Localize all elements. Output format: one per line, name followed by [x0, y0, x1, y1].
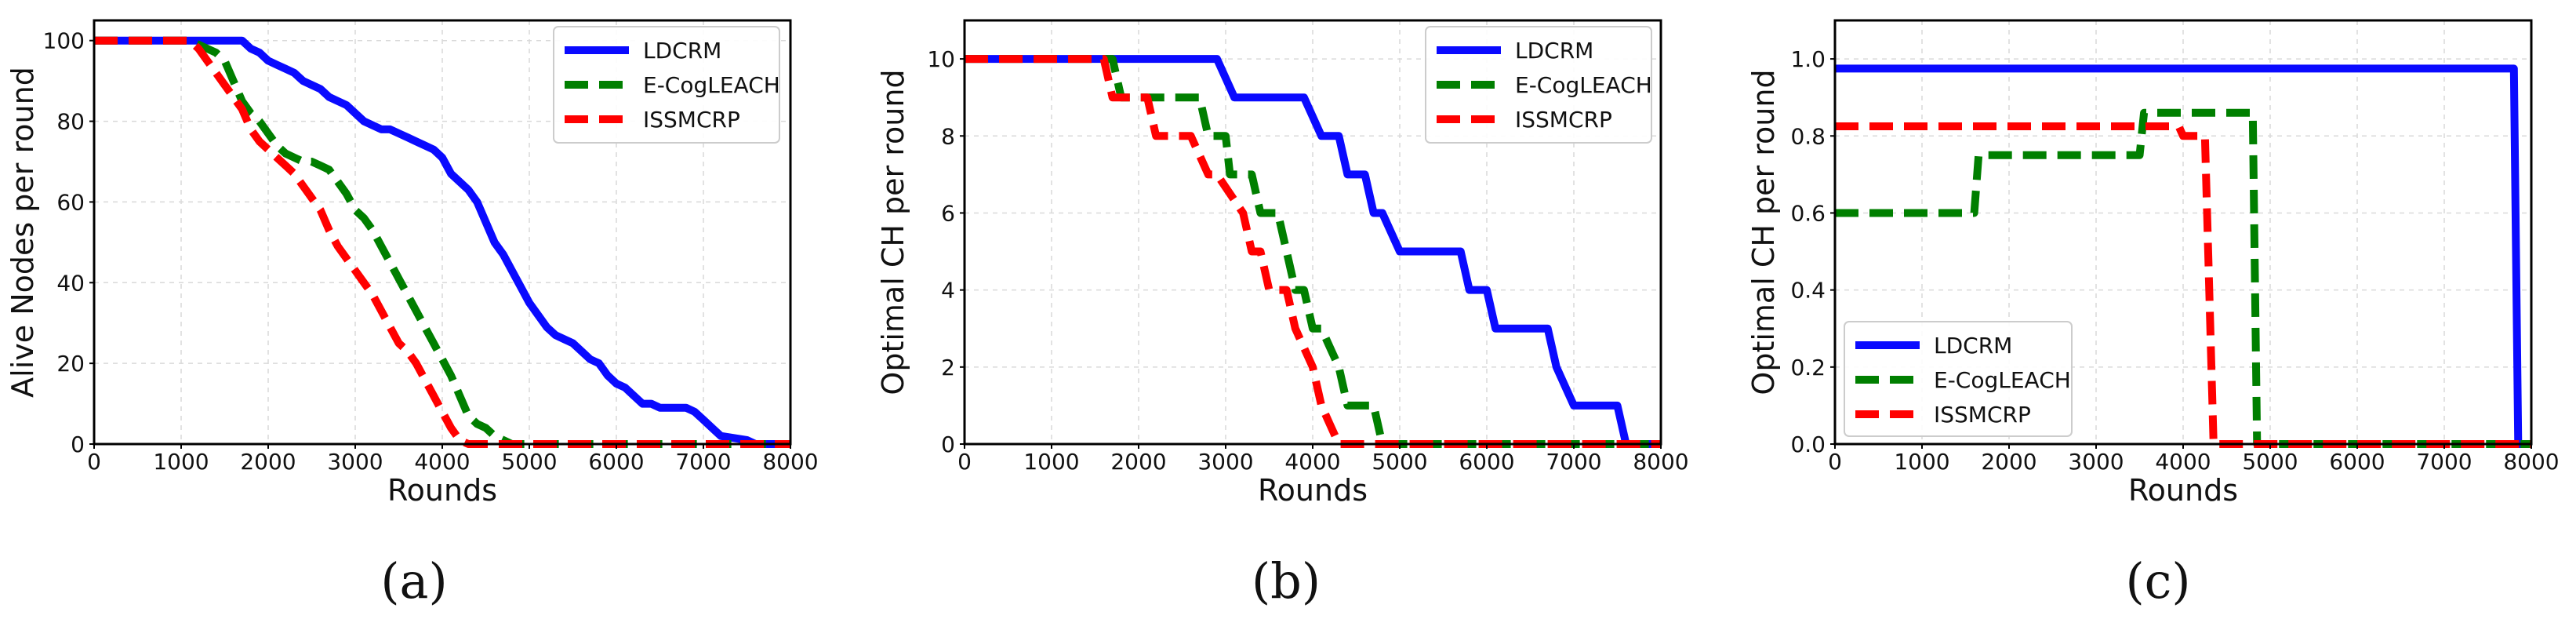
x-tick-label: 2000 [1110, 449, 1166, 475]
y-tick-label: 0 [71, 432, 85, 457]
legend-label-e-cogleach: E-CogLEACH [643, 72, 780, 98]
chart-panel-1: 0 1000 2000 3000 4000 5000 6000 7000 8000 0 20 40 60… [5, 19, 819, 610]
x-tick-label: 7000 [1546, 449, 1601, 475]
y-tick-label: 80 [56, 109, 85, 135]
legend-label-issmcrp: ISSMCRP [643, 107, 740, 133]
x-tick-label: 4000 [1284, 449, 1340, 475]
x-tick-label: 6000 [2329, 449, 2385, 475]
x-tick-label: 0 [1828, 449, 1842, 475]
y-tick-label: 0 [941, 432, 955, 457]
legend-box [1844, 321, 2073, 437]
y-tick-label: 6 [941, 200, 955, 226]
y-tick-label: 40 [56, 270, 85, 296]
y-tick-label: 1.0 [1790, 46, 1826, 72]
legend-label-issmcrp: ISSMCRP [1515, 107, 1612, 133]
legend-label-issmcrp: ISSMCRP [1934, 402, 2031, 428]
chart-panel-2: 0 1000 2000 3000 4000 5000 6000 7000 8000 0 2 4 6 8 10… [876, 19, 1689, 610]
y-tick-label: 8 [941, 123, 955, 149]
x-tick-label: 5000 [2242, 449, 2298, 475]
y-tick-label: 0.4 [1790, 278, 1826, 304]
x-tick-label: 8000 [1633, 449, 1688, 475]
x-tick-label: 8000 [762, 449, 818, 475]
series-line-e-cogleach [1835, 108, 2531, 448]
legend-box [553, 26, 780, 144]
series-line-e-cogleach [965, 55, 1661, 448]
series-line-issmcrp [965, 55, 1661, 448]
x-tick-label: 8000 [2503, 449, 2559, 475]
chart-panel-3: 0 1000 2000 3000 4000 5000 6000 7000 8000 0.0 0.2 0… [1746, 19, 2560, 610]
x-tick-label: 4000 [2155, 449, 2211, 475]
x-tick-label: 2000 [1981, 449, 2036, 475]
series-line-ldcrm [965, 55, 1661, 448]
y-tick-label: 2 [941, 355, 955, 381]
x-tick-label: 3000 [2068, 449, 2124, 475]
x-tick-label: 7000 [2416, 449, 2472, 475]
legend-label-e-cogleach: E-CogLEACH [1515, 72, 1652, 98]
y-tick-label: 0.2 [1790, 355, 1826, 381]
panel-label: (a) [380, 552, 447, 610]
panel-label: (c) [2125, 552, 2190, 610]
y-tick-label: 4 [941, 278, 955, 304]
legend: LDCRM E-CogLEACH ISSMCRP [1844, 321, 2073, 437]
y-tick-label: 10 [927, 46, 955, 72]
x-tick-label: 0 [87, 449, 101, 475]
legend-label-ldcrm: LDCRM [643, 38, 721, 64]
x-tick-label: 2000 [240, 449, 296, 475]
y-tick-label: 60 [56, 189, 85, 215]
panel-label: (b) [1252, 552, 1321, 610]
x-tick-label: 7000 [675, 449, 731, 475]
series-line-ldcrm [94, 36, 790, 448]
series-line-e-cogleach [94, 36, 790, 448]
x-tick-label: 6000 [588, 449, 644, 475]
x-tick-label: 5000 [501, 449, 557, 475]
y-tick-label: 0.8 [1790, 123, 1826, 149]
y-axis-label: Optimal CH per round [876, 69, 910, 395]
x-tick-label: 4000 [414, 449, 470, 475]
x-tick-label: 1000 [1023, 449, 1079, 475]
series-line-issmcrp [94, 36, 790, 448]
legend: LDCRM E-CogLEACH ISSMCRP [1425, 26, 1652, 144]
x-tick-label: 1000 [1894, 449, 1949, 475]
y-tick-label: 0.6 [1790, 200, 1826, 226]
legend-label-ldcrm: LDCRM [1934, 333, 2012, 359]
x-tick-label: 3000 [327, 449, 383, 475]
y-axis-label: Alive Nodes per round [5, 67, 40, 398]
x-axis-label: Rounds [2128, 473, 2238, 508]
y-tick-label: 0.0 [1790, 432, 1826, 457]
x-tick-label: 1000 [153, 449, 209, 475]
x-tick-label: 0 [957, 449, 972, 475]
x-axis-label: Rounds [387, 473, 497, 508]
x-tick-label: 5000 [1372, 449, 1427, 475]
legend-box [1425, 26, 1652, 144]
y-tick-label: 100 [43, 28, 85, 54]
x-axis-label: Rounds [1258, 473, 1368, 508]
y-tick-label: 20 [56, 351, 85, 377]
legend-label-e-cogleach: E-CogLEACH [1934, 367, 2071, 393]
legend-label-ldcrm: LDCRM [1515, 38, 1593, 64]
x-tick-label: 6000 [1459, 449, 1514, 475]
y-axis-label: Optimal CH per round [1746, 69, 1781, 395]
legend: LDCRM E-CogLEACH ISSMCRP [553, 26, 780, 144]
x-tick-label: 3000 [1197, 449, 1253, 475]
